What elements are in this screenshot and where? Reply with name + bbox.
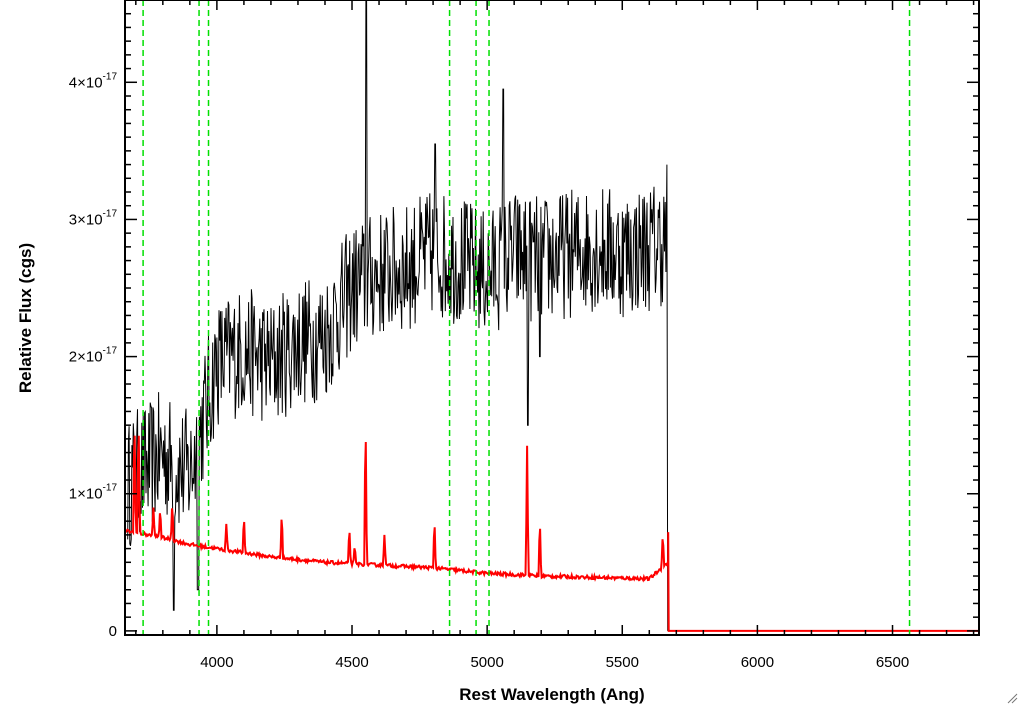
y-tick-label: 3×10-17 — [69, 208, 118, 228]
y-tick-label: 1×10-17 — [69, 483, 118, 503]
y-tick-label: 0 — [109, 623, 117, 640]
x-tick-label: 5500 — [606, 654, 639, 671]
observed-spectrum-line — [127, 0, 669, 631]
resize-grip-icon[interactable] — [1006, 692, 1018, 704]
x-tick-label: 4000 — [200, 654, 233, 671]
x-tick-label: 5000 — [470, 654, 503, 671]
y-tick-label: 4×10-17 — [69, 71, 118, 91]
x-tick-label: 4500 — [335, 654, 368, 671]
plot-data-layer — [124, 0, 979, 632]
x-tick-label: 6000 — [741, 654, 774, 671]
y-tick-label: 2×10-17 — [69, 346, 118, 366]
y-axis-title: Relative Flux (cgs) — [16, 243, 35, 393]
x-tick-label: 6500 — [876, 654, 909, 671]
reference-lines — [142, 0, 911, 635]
x-axis-title: Rest Wavelength (Ang) — [459, 685, 644, 704]
plot-frame — [124, 0, 980, 636]
model-spectrum-line — [124, 435, 979, 632]
axis-ticks: 4000 4500 5000 5500 6000 6500 0 1×10-17 2×10-17 3… — [69, 0, 979, 671]
